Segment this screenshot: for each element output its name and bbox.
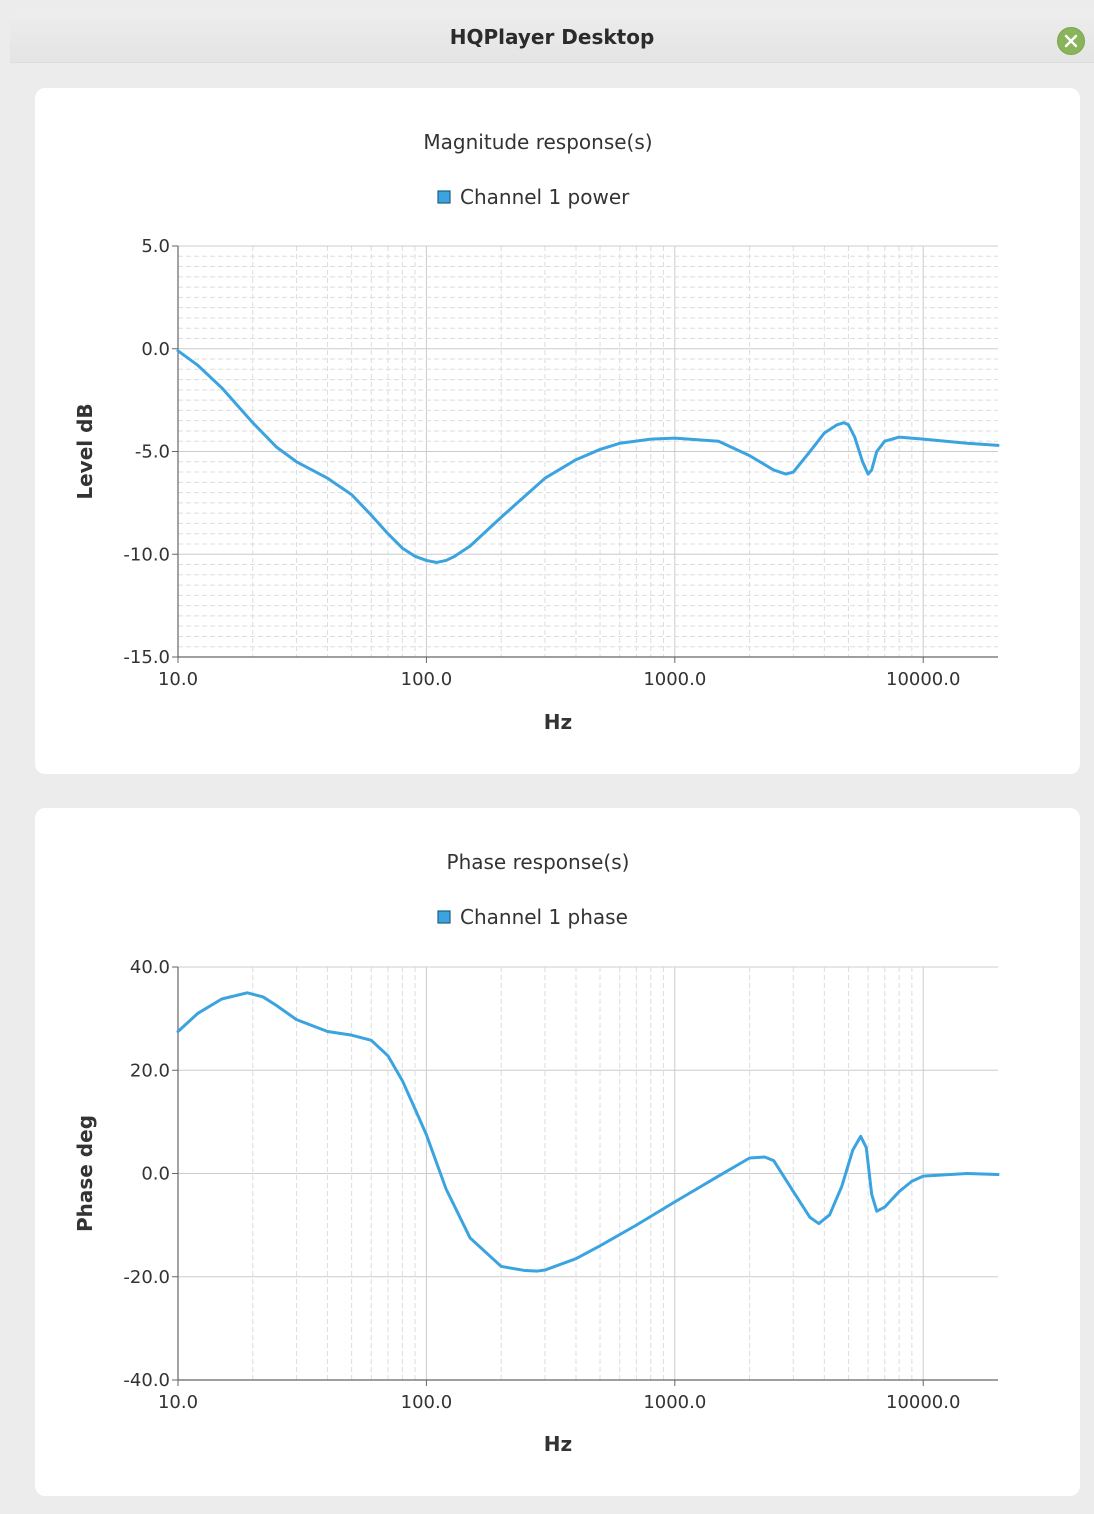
legend: Channel 1 phase — [437, 905, 628, 929]
chart-title: Magnitude response(s) — [423, 130, 652, 154]
y-tick-label: -40.0 — [123, 1370, 170, 1391]
magnitude-chart: Magnitude response(s) Channel 1 power 5.0 0… — [73, 130, 1000, 734]
legend-swatch — [437, 910, 451, 924]
y-tick-label: -5.0 — [135, 442, 170, 463]
y-axis-label: Level dB — [73, 403, 97, 499]
close-button[interactable] — [1057, 27, 1085, 55]
y-tick-label: 5.0 — [141, 236, 170, 257]
y-tick-label: -15.0 — [123, 647, 170, 668]
series-line — [176, 349, 1000, 564]
y-tick-label: -20.0 — [123, 1267, 170, 1288]
x-axis-label: Hz — [544, 1432, 572, 1456]
grid — [178, 245, 998, 658]
x-tick-label: 1000.0 — [643, 1392, 706, 1413]
magnitude-chart-panel: Magnitude response(s) Channel 1 power 5.0 0… — [35, 88, 1080, 774]
x-tick-label: 10.0 — [158, 669, 198, 690]
title-bar: HQPlayer Desktop — [10, 10, 1094, 63]
x-tick-label: 100.0 — [401, 669, 453, 690]
close-icon — [1064, 34, 1078, 48]
x-tick-label: 10000.0 — [886, 669, 960, 690]
phase-chart: Phase response(s) Channel 1 phase 40.0 20.0… — [73, 850, 1000, 1456]
y-tick-label: 0.0 — [141, 339, 170, 360]
app-window: HQPlayer Desktop Magnitude response(s) Ch… — [10, 10, 1094, 1514]
legend-label: Channel 1 phase — [460, 905, 628, 929]
x-tick-label: 10.0 — [158, 1392, 198, 1413]
phase-chart-panel: Phase response(s) Channel 1 phase 40.0 20.0… — [35, 808, 1080, 1496]
series-line — [176, 991, 1000, 1273]
chart-title: Phase response(s) — [447, 850, 630, 874]
legend-swatch — [437, 190, 451, 204]
y-axis-label: Phase deg — [73, 1115, 97, 1232]
x-axis-label: Hz — [544, 710, 572, 734]
legend: Channel 1 power — [437, 185, 630, 209]
y-tick-label: 40.0 — [130, 957, 170, 978]
grid — [178, 966, 998, 1381]
x-tick-label: 100.0 — [401, 1392, 453, 1413]
y-tick-label: 0.0 — [141, 1164, 170, 1185]
x-tick-label: 1000.0 — [643, 669, 706, 690]
window-title: HQPlayer Desktop — [449, 25, 655, 49]
y-tick-label: -10.0 — [123, 544, 170, 565]
x-tick-label: 10000.0 — [886, 1392, 960, 1413]
legend-label: Channel 1 power — [460, 185, 630, 209]
y-tick-label: 20.0 — [130, 1060, 170, 1081]
